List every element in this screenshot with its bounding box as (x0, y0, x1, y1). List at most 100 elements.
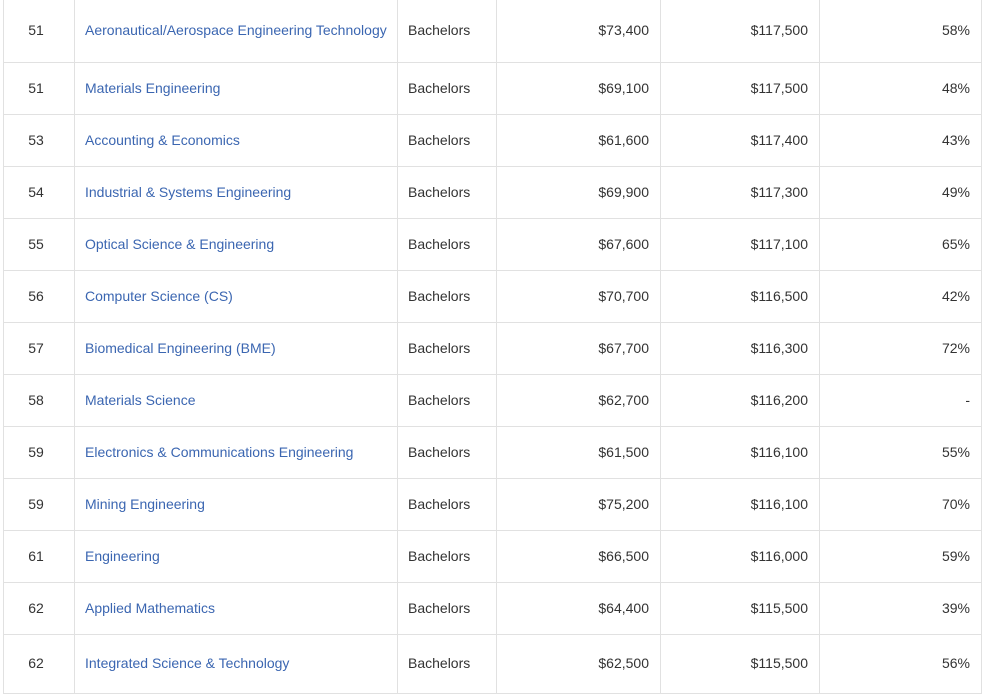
degree-type-cell: Bachelors (397, 477, 497, 531)
early-career-pay-cell: $73,400 (496, 0, 661, 63)
mid-career-pay-cell: $116,000 (660, 529, 820, 583)
rank-cell: 59 (3, 425, 75, 479)
rank-cell: 62 (3, 633, 75, 694)
table-row: 55 Optical Science & Engineering Bachelors… (3, 217, 982, 271)
high-meaning-cell: 49% (819, 165, 982, 219)
early-career-pay-cell: $75,200 (496, 477, 661, 531)
major-link[interactable]: Mining Engineering (85, 495, 205, 512)
table-row: 54 Industrial & Systems Engineering Bachel… (3, 165, 982, 219)
major-cell: Integrated Science & Technology (74, 633, 398, 694)
table-row: 51 Aeronautical/Aerospace Engineering Tec… (3, 0, 982, 63)
mid-career-pay-cell: $116,100 (660, 477, 820, 531)
major-cell: Materials Engineering (74, 61, 398, 115)
degree-type-cell: Bachelors (397, 165, 497, 219)
high-meaning-cell: 56% (819, 633, 982, 694)
major-link[interactable]: Electronics & Communications Engineering (85, 443, 354, 460)
early-career-pay-cell: $69,900 (496, 165, 661, 219)
mid-career-pay-cell: $117,500 (660, 0, 820, 63)
table-row: 62 Integrated Science & Technology Bachelo… (3, 633, 982, 694)
rank-cell: 56 (3, 269, 75, 323)
early-career-pay-cell: $62,500 (496, 633, 661, 694)
mid-career-pay-cell: $115,500 (660, 633, 820, 694)
table-row: 59 Mining Engineering Bachelors $75,200 $116… (3, 477, 982, 531)
mid-career-pay-cell: $117,500 (660, 61, 820, 115)
high-meaning-cell: 42% (819, 269, 982, 323)
table-row: 57 Biomedical Engineering (BME) Bachelors $… (3, 321, 982, 375)
table-row: 58 Materials Science Bachelors $62,700 $116,… (3, 373, 982, 427)
major-cell: Engineering (74, 529, 398, 583)
rank-cell: 54 (3, 165, 75, 219)
rank-cell: 51 (3, 0, 75, 63)
mid-career-pay-cell: $117,300 (660, 165, 820, 219)
degree-type-cell: Bachelors (397, 633, 497, 694)
mid-career-pay-cell: $115,500 (660, 581, 820, 635)
major-link[interactable]: Industrial & Systems Engineering (85, 183, 292, 200)
degree-type-cell: Bachelors (397, 113, 497, 167)
high-meaning-cell: 58% (819, 0, 982, 63)
major-link[interactable]: Computer Science (CS) (85, 287, 233, 304)
table-row: 61 Engineering Bachelors $66,500 $116,000 59% (3, 529, 982, 583)
major-link[interactable]: Applied Mathematics (85, 599, 215, 616)
rank-cell: 62 (3, 581, 75, 635)
rank-cell: 53 (3, 113, 75, 167)
mid-career-pay-cell: $116,200 (660, 373, 820, 427)
high-meaning-cell: 39% (819, 581, 982, 635)
major-cell: Electronics & Communications Engineering (74, 425, 398, 479)
major-cell: Accounting & Economics (74, 113, 398, 167)
rank-cell: 59 (3, 477, 75, 531)
major-cell: Industrial & Systems Engineering (74, 165, 398, 219)
major-cell: Applied Mathematics (74, 581, 398, 635)
degree-type-cell: Bachelors (397, 0, 497, 63)
high-meaning-cell: 48% (819, 61, 982, 115)
early-career-pay-cell: $64,400 (496, 581, 661, 635)
table-row: 51 Materials Engineering Bachelors $69,100 $… (3, 61, 982, 115)
table-row: 59 Electronics & Communications Engineeri… (3, 425, 982, 479)
major-link[interactable]: Accounting & Economics (85, 131, 240, 148)
mid-career-pay-cell: $116,300 (660, 321, 820, 375)
degree-type-cell: Bachelors (397, 321, 497, 375)
early-career-pay-cell: $62,700 (496, 373, 661, 427)
major-link[interactable]: Materials Science (85, 391, 196, 408)
degree-type-cell: Bachelors (397, 373, 497, 427)
degree-type-cell: Bachelors (397, 581, 497, 635)
mid-career-pay-cell: $117,100 (660, 217, 820, 271)
high-meaning-cell: 65% (819, 217, 982, 271)
high-meaning-cell: 72% (819, 321, 982, 375)
high-meaning-cell: 59% (819, 529, 982, 583)
early-career-pay-cell: $67,600 (496, 217, 661, 271)
mid-career-pay-cell: $116,500 (660, 269, 820, 323)
table-row: 62 Applied Mathematics Bachelors $64,400 $11… (3, 581, 982, 635)
high-meaning-cell: 70% (819, 477, 982, 531)
high-meaning-cell: - (819, 373, 982, 427)
degree-type-cell: Bachelors (397, 61, 497, 115)
rank-cell: 57 (3, 321, 75, 375)
early-career-pay-cell: $70,700 (496, 269, 661, 323)
degree-type-cell: Bachelors (397, 269, 497, 323)
major-cell: Computer Science (CS) (74, 269, 398, 323)
early-career-pay-cell: $67,700 (496, 321, 661, 375)
table-row: 53 Accounting & Economics Bachelors $61,600… (3, 113, 982, 167)
table-body: 51 Aeronautical/Aerospace Engineering Tec… (3, 0, 982, 694)
rank-cell: 58 (3, 373, 75, 427)
mid-career-pay-cell: $117,400 (660, 113, 820, 167)
major-link[interactable]: Aeronautical/Aerospace Engineering Techn… (85, 22, 387, 39)
major-link[interactable]: Integrated Science & Technology (85, 655, 290, 671)
major-cell: Mining Engineering (74, 477, 398, 531)
major-link[interactable]: Biomedical Engineering (BME) (85, 339, 276, 356)
major-link[interactable]: Materials Engineering (85, 79, 221, 96)
high-meaning-cell: 55% (819, 425, 982, 479)
degree-type-cell: Bachelors (397, 217, 497, 271)
major-cell: Aeronautical/Aerospace Engineering Techn… (74, 0, 398, 63)
major-link[interactable]: Engineering (85, 547, 160, 564)
degree-type-cell: Bachelors (397, 529, 497, 583)
early-career-pay-cell: $61,500 (496, 425, 661, 479)
rank-cell: 61 (3, 529, 75, 583)
mid-career-pay-cell: $116,100 (660, 425, 820, 479)
major-link[interactable]: Optical Science & Engineering (85, 235, 275, 252)
degree-type-cell: Bachelors (397, 425, 497, 479)
early-career-pay-cell: $61,600 (496, 113, 661, 167)
early-career-pay-cell: $66,500 (496, 529, 661, 583)
major-cell: Biomedical Engineering (BME) (74, 321, 398, 375)
table-row: 56 Computer Science (CS) Bachelors $70,700 $… (3, 269, 982, 323)
high-meaning-cell: 43% (819, 113, 982, 167)
